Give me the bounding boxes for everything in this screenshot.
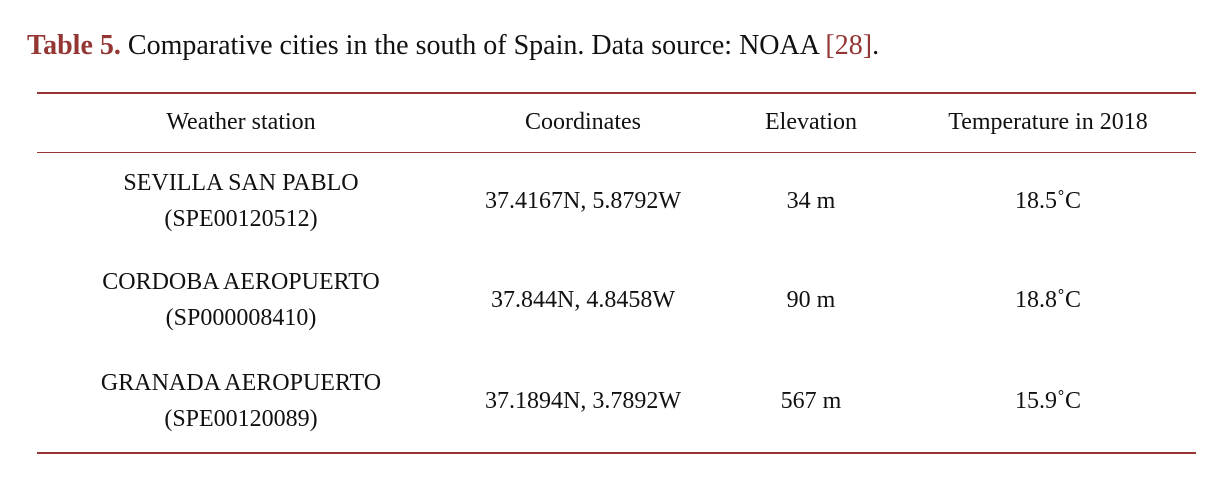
bottom-rule xyxy=(37,452,1196,454)
station-cell: GRANADA AEROPUERTO (SPE00120089) xyxy=(101,365,381,437)
station-name: CORDOBA AEROPUERTO xyxy=(102,269,380,295)
elevation-cell: 567 m xyxy=(780,388,842,414)
elevation-cell: 34 m xyxy=(786,188,836,214)
station-id: (SP000008410) xyxy=(165,305,317,331)
coordinates-cell: 37.844N, 4.8458W xyxy=(491,287,675,313)
station-name: SEVILLA SAN PABLO xyxy=(123,170,359,196)
temperature-cell: 18.5˚C xyxy=(1015,188,1081,214)
temperature-cell: 15.9˚C xyxy=(1015,388,1081,414)
elevation-cell: 90 m xyxy=(786,287,836,313)
station-cell: SEVILLA SAN PABLO (SPE00120512) xyxy=(123,165,358,237)
station-id: (SPE00120512) xyxy=(164,206,318,232)
coordinates-cell: 37.1894N, 3.7892W xyxy=(485,388,681,414)
header-elevation: Elevation xyxy=(765,109,857,135)
header-rule xyxy=(37,152,1196,153)
table-caption: Table 5. Comparative cities in the south… xyxy=(27,30,879,62)
header-weather-station: Weather station xyxy=(166,109,316,135)
header-coordinates: Coordinates xyxy=(525,109,641,135)
station-cell: CORDOBA AEROPUERTO (SP000008410) xyxy=(102,264,380,336)
caption-text: Comparative cities in the south of Spain… xyxy=(120,30,826,61)
top-rule xyxy=(37,92,1196,94)
station-id: (SPE00120089) xyxy=(164,406,318,432)
temperature-cell: 18.8˚C xyxy=(1015,287,1081,313)
header-temperature: Temperature in 2018 xyxy=(948,109,1148,135)
table-label: Table 5. xyxy=(27,30,121,61)
caption-end: . xyxy=(872,30,880,61)
station-name: GRANADA AEROPUERTO xyxy=(100,370,382,396)
citation-link[interactable]: [28] xyxy=(825,30,873,61)
coordinates-cell: 37.4167N, 5.8792W xyxy=(485,188,681,214)
